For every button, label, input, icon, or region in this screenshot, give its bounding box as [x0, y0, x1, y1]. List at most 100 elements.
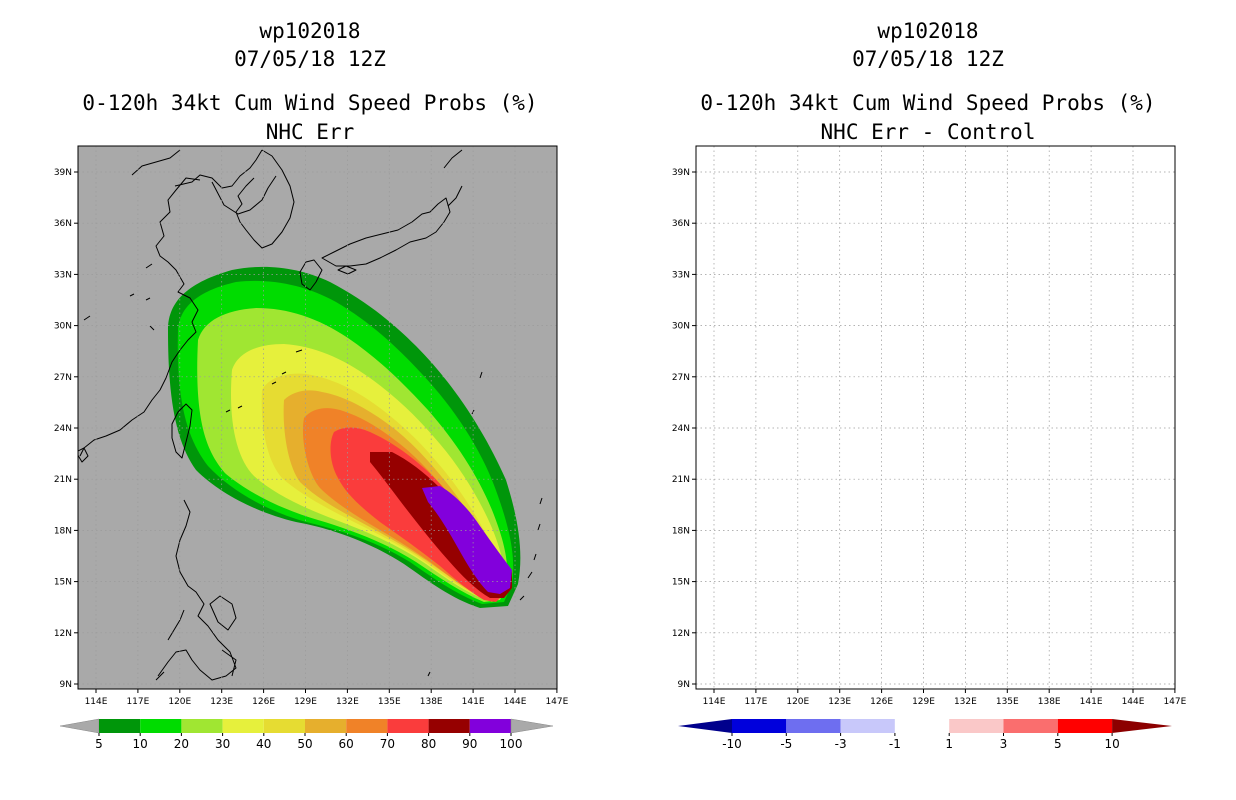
left-colorbar: 5 10 20 30 40 50 60 70 80 90 100 [59, 718, 554, 751]
right-lon-label: 120E [786, 697, 809, 707]
right-lon-label: 147E [1163, 697, 1186, 707]
colorbar-lower-arrow [678, 719, 732, 733]
colorbar-swatch [949, 719, 1004, 733]
colorbar-swatch [428, 719, 470, 733]
left-lat-label: 12N [54, 629, 72, 639]
colorbar-label: 90 [462, 737, 477, 751]
colorbar-label: 5 [95, 737, 103, 751]
colorbar-swatch [222, 719, 264, 733]
left-lon-label: 117E [126, 697, 149, 707]
right-lat-label: 9N [678, 680, 690, 690]
right-lat-label: 21N [672, 475, 690, 485]
right-lon-label: 123E [828, 697, 851, 707]
left-lon-label: 120E [168, 697, 191, 707]
left-axis-ticks: 114E 117E 120E 123E 126E 129E 132E 135E 138E 141E… [54, 168, 569, 707]
right-lat-label: 39N [672, 168, 690, 178]
left-map-frame [77, 145, 558, 690]
left-lon-label: 144E [504, 697, 527, 707]
colorbar-upper-arrow [510, 718, 554, 734]
colorbar-swatch [469, 719, 511, 733]
colorbar-swatch [1003, 719, 1058, 733]
right-lon-label: 138E [1038, 697, 1061, 707]
right-lon-label: 144E [1122, 697, 1145, 707]
left-lat-label: 21N [54, 475, 72, 485]
colorbar-label: 5 [1054, 737, 1062, 751]
colorbar-label: -3 [835, 737, 847, 751]
left-lat-label: 15N [54, 578, 72, 588]
colorbar-swatch [181, 719, 223, 733]
colorbar-label: 3 [1000, 737, 1008, 751]
left-lat-label: 36N [54, 219, 72, 229]
right-map-frame [695, 145, 1176, 690]
colorbar-swatch [140, 719, 182, 733]
colorbar-swatch [346, 719, 388, 733]
colorbar-swatch [786, 719, 841, 733]
colorbar-label: 30 [215, 737, 230, 751]
right-lon-label: 132E [954, 697, 977, 707]
left-lon-label: 138E [420, 697, 443, 707]
colorbar-label: 10 [1104, 737, 1119, 751]
colorbar-swatch [894, 719, 950, 733]
right-lat-label: 33N [672, 270, 690, 280]
left-lat-label: 30N [54, 322, 72, 332]
left-lat-label: 33N [54, 270, 72, 280]
colorbar-swatch [1057, 719, 1113, 733]
right-lat-label: 24N [672, 424, 690, 434]
left-title-storm: wp102018 [259, 19, 360, 43]
left-lon-label: 126E [252, 697, 275, 707]
left-lat-label: 39N [54, 168, 72, 178]
right-lat-label: 36N [672, 219, 690, 229]
right-lat-label: 15N [672, 578, 690, 588]
colorbar-label: -10 [722, 737, 742, 751]
right-colorbar: -10 -5 -3 -1 1 3 5 10 [678, 719, 1172, 751]
right-lon-label: 141E [1080, 697, 1103, 707]
colorbar-swatch [732, 719, 787, 733]
colorbar-label: 10 [133, 737, 148, 751]
right-lat-label: 18N [672, 526, 690, 536]
left-lat-label: 9N [60, 680, 72, 690]
left-lon-label: 129E [294, 697, 317, 707]
left-lat-label: 18N [54, 526, 72, 536]
left-title-method: NHC Err [266, 120, 355, 144]
right-axis-ticks: 114E 117E 120E 123E 126E 129E 132E 135E 138E 141E… [672, 168, 1187, 707]
colorbar-swatch [263, 719, 305, 733]
colorbar-label: 70 [380, 737, 395, 751]
colorbar-swatch [99, 719, 141, 733]
right-lat-label: 27N [672, 373, 690, 383]
left-lon-label: 132E [336, 697, 359, 707]
left-lon-label: 135E [378, 697, 401, 707]
right-lat-label: 30N [672, 322, 690, 332]
left-title-product: 0-120h 34kt Cum Wind Speed Probs (%) [82, 91, 537, 115]
right-lon-label: 135E [996, 697, 1019, 707]
colorbar-label: 1 [945, 737, 953, 751]
left-lon-label: 123E [210, 697, 233, 707]
right-title-method: NHC Err - Control [821, 120, 1036, 144]
left-lon-label: 114E [85, 697, 108, 707]
colorbar-swatch [840, 719, 895, 733]
left-map: 114E 117E 120E 123E 126E 129E 132E 135E 138E 141E… [54, 145, 569, 707]
right-lon-label: 114E [703, 697, 726, 707]
left-lon-label: 147E [545, 697, 568, 707]
right-lon-label: 129E [912, 697, 935, 707]
left-lat-label: 27N [54, 373, 72, 383]
colorbar-label: -5 [780, 737, 792, 751]
colorbar-label: 80 [421, 737, 436, 751]
colorbar-label: 100 [500, 737, 523, 751]
colorbar-swatch [387, 719, 429, 733]
left-gridlines [78, 146, 557, 689]
right-lon-label: 126E [870, 697, 893, 707]
right-lat-label: 12N [672, 629, 690, 639]
colorbar-label: 60 [339, 737, 354, 751]
right-title-date: 07/05/18 12Z [852, 47, 1004, 71]
colorbar-label: 50 [297, 737, 312, 751]
right-title-storm: wp102018 [877, 19, 978, 43]
colorbar-upper-arrow [1112, 719, 1172, 733]
left-title-date: 07/05/18 12Z [234, 47, 386, 71]
colorbar-label: -1 [889, 737, 901, 751]
right-map-background [696, 146, 1175, 689]
right-map: 114E 117E 120E 123E 126E 129E 132E 135E 138E 141E… [672, 145, 1187, 707]
left-lat-label: 24N [54, 424, 72, 434]
colorbar-lower-arrow [59, 718, 100, 734]
left-probability-contours [168, 266, 521, 608]
